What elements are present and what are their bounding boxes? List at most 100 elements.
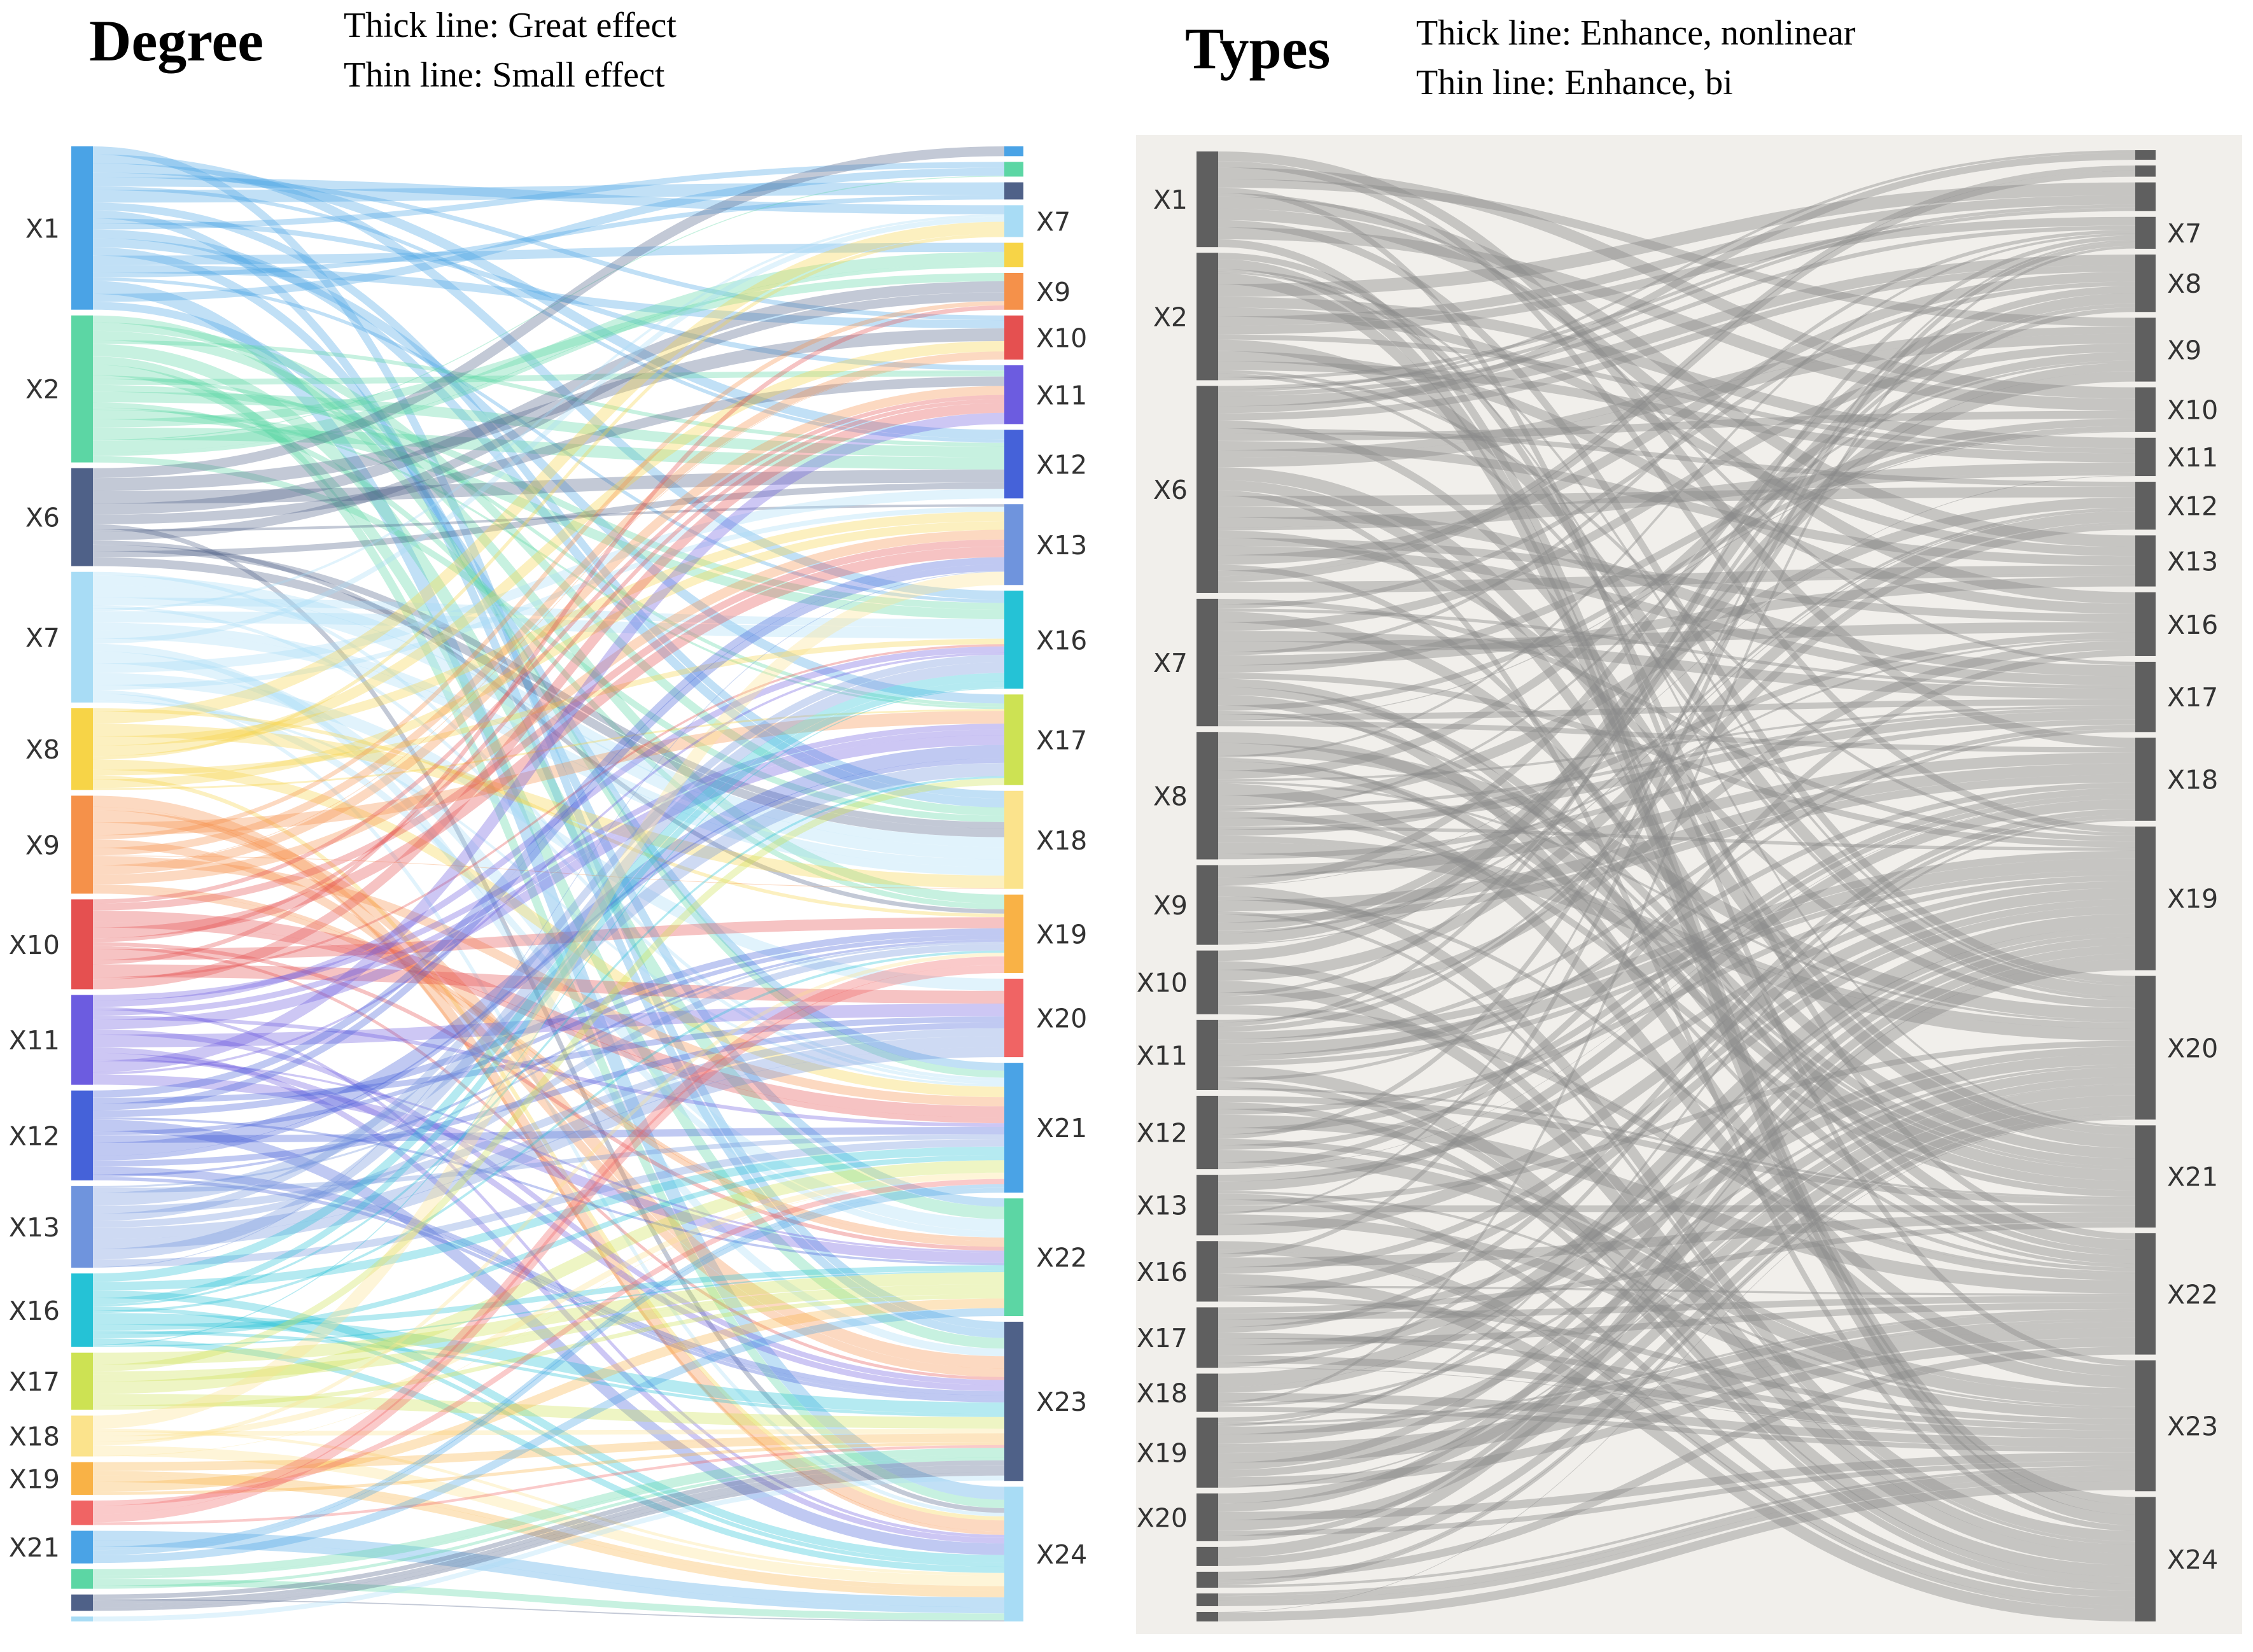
source-node [71,1462,93,1495]
sankey-link [92,402,1005,909]
sankey-link [92,942,1005,1251]
sankey-link [1218,293,2136,962]
sankey-link [1218,1040,2136,1206]
sankey-link [1218,1347,2136,1580]
sankey-link [1218,1212,2136,1263]
sankey-link [92,195,1005,278]
sankey-link [1218,1084,2136,1488]
sankey-link [1218,151,2136,748]
sankey-link [1218,707,2136,809]
sankey-link [92,264,1005,328]
sankey-link [1218,462,2136,528]
sankey-link [1218,361,2136,463]
source-node [1197,1417,1218,1488]
sankey-link [1218,343,2136,631]
sankey-link [1218,269,2136,986]
sankey-link [1218,927,2136,1393]
source-label: X8 [25,734,60,765]
sankey-link [92,328,1005,491]
source-label: X12 [9,1121,60,1151]
sankey-link [92,571,1005,1429]
sankey-link [1218,783,2136,1389]
sankey-link [92,524,1005,1513]
source-label: X19 [9,1464,60,1494]
target-node [1004,182,1023,200]
sankey-link [1218,1005,2136,1274]
sankey-link [92,229,1005,808]
source-label: X9 [1153,890,1188,921]
source-node [71,1594,93,1611]
sankey-link [1218,1460,2136,1536]
target-node [2135,1125,2156,1228]
sankey-link [92,1465,1005,1604]
sankey-link [92,1579,1005,1621]
sankey-link [1218,522,2136,1023]
target-node [2135,318,2156,382]
sankey-link [1218,826,2136,851]
sankey-link [92,605,1005,1084]
target-node [1004,894,1023,973]
sankey-link [92,928,1005,1117]
sankey-link [1218,1296,2136,1425]
sankey-link [92,214,1005,612]
target-node [2135,592,2156,656]
sankey-link [92,856,1005,1107]
target-label: X20 [2167,1033,2218,1063]
sankey-link [92,398,1005,942]
target-label: X11 [1036,380,1087,410]
source-node [71,571,93,703]
target-label: X20 [1036,1004,1087,1034]
source-node [71,1273,93,1347]
sankey-link [1218,1466,2136,1588]
sankey-link [1218,1321,2136,1453]
target-label: X19 [1036,919,1087,949]
sankey-link [1218,1296,2136,1320]
sankey-link [1218,1088,2136,1200]
sankey-link [92,242,1005,265]
sankey-link [1218,673,2136,848]
target-label: X21 [2167,1162,2218,1193]
target-label: X24 [1036,1539,1087,1570]
sankey-link [92,301,1005,840]
source-label: X16 [9,1296,60,1326]
sankey-link [1218,719,2136,860]
source-node [71,708,93,790]
source-label: X7 [1153,648,1188,678]
sankey-link [92,1294,1005,1410]
sankey-link [1218,1191,2136,1410]
sankey-link [1218,720,2136,753]
source-label: X10 [9,930,60,960]
sankey-link [92,1138,1005,1268]
source-node [1197,950,1218,1014]
sankey-link [1218,1138,2136,1394]
sankey-link [92,273,1005,428]
sankey-link [92,1530,1005,1607]
sankey-link [1218,153,2136,414]
sankey-link [1218,598,2136,842]
sankey-link [92,384,1005,610]
sankey-link [92,1035,1005,1240]
sankey-link [92,176,1005,441]
sankey-link [1218,1222,2136,1313]
sankey-link [92,585,1005,860]
target-node [1004,978,1023,1058]
target-node [1004,273,1023,310]
target-label: X17 [1036,725,1087,756]
sankey-link [1218,246,2136,1404]
sankey-link [92,910,1005,1118]
sankey-link [1218,622,2136,652]
sankey-link [92,687,1005,1346]
sankey-link [92,1007,1005,1538]
sankey-link [1218,799,2136,1170]
sankey-link [92,622,1005,867]
sankey-link [1218,752,2136,876]
sankey-link [92,939,1005,1177]
sankey-link [1218,564,2136,1256]
sankey-link [92,630,1005,876]
sankey-link [92,1460,1005,1599]
sankey-link [92,557,1005,837]
sankey-link [92,146,1005,479]
sankey-link [92,1177,1005,1403]
sankey-link [92,1284,1005,1375]
sankey-link [92,964,1005,1004]
